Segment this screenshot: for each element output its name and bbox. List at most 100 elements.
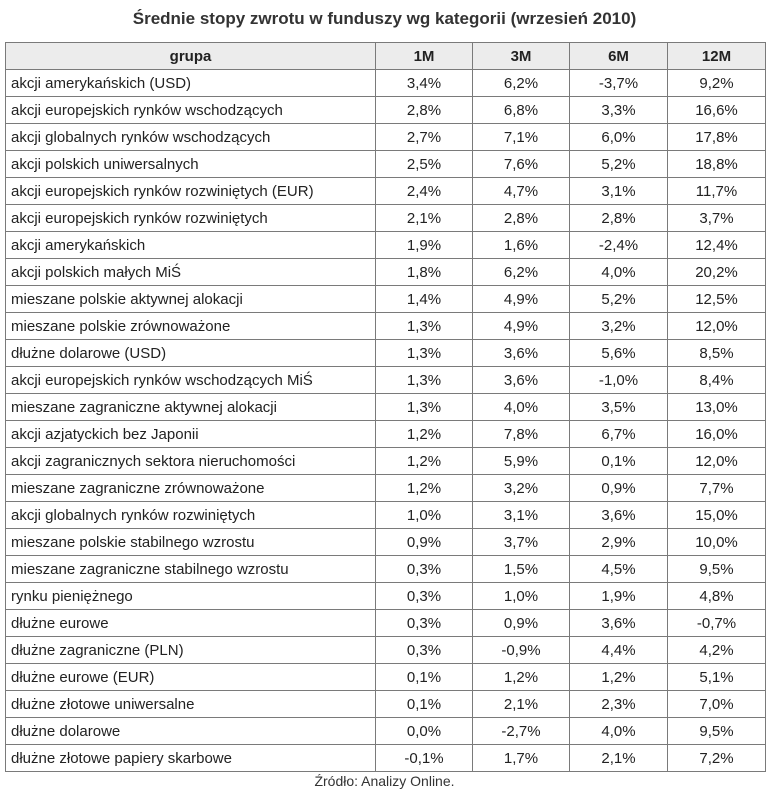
value-3m-cell: 5,9% bbox=[472, 447, 570, 475]
value-12m-cell: -0,7% bbox=[667, 609, 766, 637]
group-cell: dłużne złotowe uniwersalne bbox=[5, 690, 376, 718]
value-1m-cell: 1,2% bbox=[375, 420, 473, 448]
value-6m-cell: 3,2% bbox=[569, 312, 668, 340]
group-cell: akcji globalnych rynków wschodzących bbox=[5, 123, 376, 151]
table-row: dłużne eurowe (EUR) 0,1% 1,2% 1,2% 5,1% bbox=[5, 663, 766, 691]
value-12m-cell: 12,5% bbox=[667, 285, 766, 313]
value-6m-cell: 4,0% bbox=[569, 258, 668, 286]
value-3m-cell: 1,0% bbox=[472, 582, 570, 610]
value-3m-cell: 7,8% bbox=[472, 420, 570, 448]
value-3m-cell: 0,9% bbox=[472, 609, 570, 637]
value-1m-cell: 0,1% bbox=[375, 663, 473, 691]
value-3m-cell: 3,6% bbox=[472, 366, 570, 394]
value-3m-cell: 3,6% bbox=[472, 339, 570, 367]
group-cell: dłużne dolarowe bbox=[5, 717, 376, 745]
value-6m-cell: 1,2% bbox=[569, 663, 668, 691]
value-3m-cell: 6,2% bbox=[472, 69, 570, 97]
group-cell: akcji polskich małych MiŚ bbox=[5, 258, 376, 286]
table-row: akcji europejskich rynków rozwiniętych (… bbox=[5, 177, 766, 205]
value-1m-cell: 2,4% bbox=[375, 177, 473, 205]
group-cell: rynku pieniężnego bbox=[5, 582, 376, 610]
value-12m-cell: 12,4% bbox=[667, 231, 766, 259]
value-3m-cell: 6,2% bbox=[472, 258, 570, 286]
value-6m-cell: -2,4% bbox=[569, 231, 668, 259]
group-cell: mieszane polskie aktywnej alokacji bbox=[5, 285, 376, 313]
value-1m-cell: 2,1% bbox=[375, 204, 473, 232]
value-3m-cell: -2,7% bbox=[472, 717, 570, 745]
value-3m-cell: 2,1% bbox=[472, 690, 570, 718]
value-3m-cell: 4,0% bbox=[472, 393, 570, 421]
value-3m-cell: 3,1% bbox=[472, 501, 570, 529]
table-row: akcji globalnych rynków wschodzących 2,7%… bbox=[5, 123, 766, 151]
value-1m-cell: 1,3% bbox=[375, 339, 473, 367]
value-12m-cell: 12,0% bbox=[667, 312, 766, 340]
value-6m-cell: 1,9% bbox=[569, 582, 668, 610]
value-6m-cell: 2,1% bbox=[569, 744, 668, 772]
value-1m-cell: 0,1% bbox=[375, 690, 473, 718]
value-12m-cell: 16,0% bbox=[667, 420, 766, 448]
table-row: akcji europejskich rynków rozwiniętych 2,… bbox=[5, 204, 766, 232]
source-note: Źródło: Analizy Online. bbox=[314, 773, 455, 789]
value-1m-cell: 2,7% bbox=[375, 123, 473, 151]
table-row: dłużne dolarowe (USD) 1,3% 3,6% 5,6% 8,5% bbox=[5, 339, 766, 367]
value-1m-cell: 0,9% bbox=[375, 528, 473, 556]
value-12m-cell: 9,5% bbox=[667, 717, 766, 745]
table-row: mieszane zagraniczne zrównoważone 1,2% 3,2… bbox=[5, 474, 766, 502]
header-12m: 12M bbox=[667, 42, 766, 70]
value-1m-cell: 3,4% bbox=[375, 69, 473, 97]
group-cell: mieszane zagraniczne zrównoważone bbox=[5, 474, 376, 502]
header-group: grupa bbox=[5, 42, 376, 70]
value-1m-cell: 0,0% bbox=[375, 717, 473, 745]
table-row: akcji azjatyckich bez Japonii 1,2% 7,8% 6,7… bbox=[5, 420, 766, 448]
table-row: akcji polskich uniwersalnych 2,5% 7,6% 5,2%… bbox=[5, 150, 766, 178]
group-cell: akcji azjatyckich bez Japonii bbox=[5, 420, 376, 448]
value-3m-cell: 1,5% bbox=[472, 555, 570, 583]
value-12m-cell: 10,0% bbox=[667, 528, 766, 556]
returns-table: grupa 1M 3M 6M 12M akcji amerykańskich (… bbox=[5, 42, 766, 772]
table-body: akcji amerykańskich (USD) 3,4% 6,2% -3,7% 9,… bbox=[5, 69, 766, 772]
group-cell: akcji polskich uniwersalnych bbox=[5, 150, 376, 178]
value-3m-cell: 4,9% bbox=[472, 312, 570, 340]
value-1m-cell: 1,2% bbox=[375, 447, 473, 475]
value-6m-cell: 4,4% bbox=[569, 636, 668, 664]
value-6m-cell: 3,1% bbox=[569, 177, 668, 205]
value-6m-cell: 5,2% bbox=[569, 150, 668, 178]
value-12m-cell: 7,2% bbox=[667, 744, 766, 772]
value-12m-cell: 8,4% bbox=[667, 366, 766, 394]
value-1m-cell: 0,3% bbox=[375, 555, 473, 583]
value-3m-cell: 6,8% bbox=[472, 96, 570, 124]
value-12m-cell: 3,7% bbox=[667, 204, 766, 232]
value-1m-cell: 2,5% bbox=[375, 150, 473, 178]
value-1m-cell: -0,1% bbox=[375, 744, 473, 772]
value-12m-cell: 17,8% bbox=[667, 123, 766, 151]
table-row: mieszane polskie zrównoważone 1,3% 4,9% 3,2… bbox=[5, 312, 766, 340]
table-title: Średnie stopy zwrotu w funduszy wg kateg… bbox=[132, 9, 637, 28]
group-cell: mieszane zagraniczne stabilnego wzrostu bbox=[5, 555, 376, 583]
value-3m-cell: -0,9% bbox=[472, 636, 570, 664]
value-3m-cell: 1,2% bbox=[472, 663, 570, 691]
value-12m-cell: 20,2% bbox=[667, 258, 766, 286]
value-1m-cell: 0,3% bbox=[375, 609, 473, 637]
value-6m-cell: 2,8% bbox=[569, 204, 668, 232]
value-3m-cell: 3,2% bbox=[472, 474, 570, 502]
value-1m-cell: 0,3% bbox=[375, 582, 473, 610]
header-6m: 6M bbox=[569, 42, 668, 70]
value-6m-cell: 0,1% bbox=[569, 447, 668, 475]
table-row: mieszane zagraniczne aktywnej alokacji 1,… bbox=[5, 393, 766, 421]
value-6m-cell: 2,3% bbox=[569, 690, 668, 718]
value-3m-cell: 7,1% bbox=[472, 123, 570, 151]
table-row: dłużne dolarowe 0,0% -2,7% 4,0% 9,5% bbox=[5, 717, 766, 745]
value-3m-cell: 4,9% bbox=[472, 285, 570, 313]
value-1m-cell: 1,4% bbox=[375, 285, 473, 313]
table-row: akcji polskich małych MiŚ 1,8% 6,2% 4,0% 20,… bbox=[5, 258, 766, 286]
group-cell: dłużne dolarowe (USD) bbox=[5, 339, 376, 367]
value-12m-cell: 18,8% bbox=[667, 150, 766, 178]
value-6m-cell: -3,7% bbox=[569, 69, 668, 97]
table-row: akcji amerykańskich 1,9% 1,6% -2,4% 12,4% bbox=[5, 231, 766, 259]
value-12m-cell: 12,0% bbox=[667, 447, 766, 475]
value-1m-cell: 1,2% bbox=[375, 474, 473, 502]
value-6m-cell: 3,6% bbox=[569, 501, 668, 529]
value-3m-cell: 2,8% bbox=[472, 204, 570, 232]
group-cell: akcji zagranicznych sektora nieruchomośc… bbox=[5, 447, 376, 475]
value-6m-cell: 3,5% bbox=[569, 393, 668, 421]
